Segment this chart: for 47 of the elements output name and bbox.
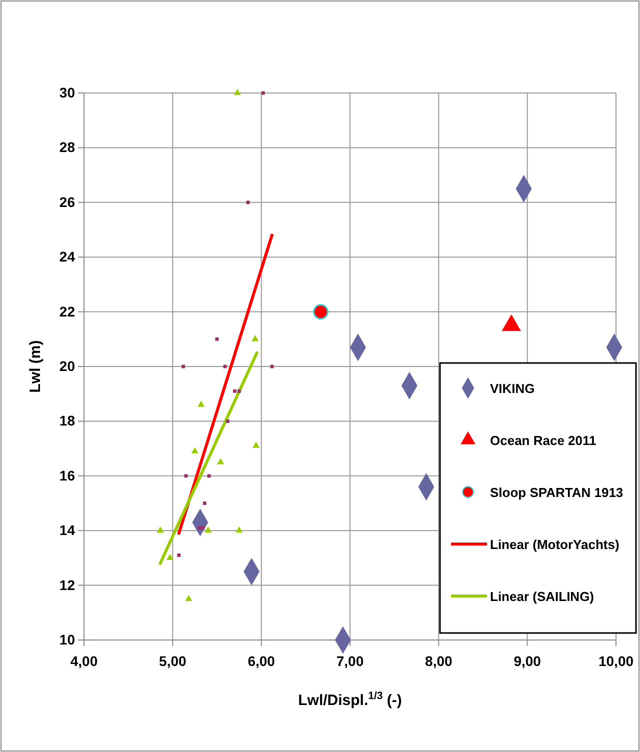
point xyxy=(207,474,211,478)
y-tick-label: 18 xyxy=(59,412,76,429)
x-tick-label: 6,00 xyxy=(248,652,276,669)
point xyxy=(202,502,206,505)
point xyxy=(201,526,205,530)
y-tick-label: 14 xyxy=(59,522,76,538)
legend-label: Linear (SAILING) xyxy=(490,589,594,604)
y-tick-label: 10 xyxy=(59,631,76,648)
y-tick-label: 16 xyxy=(59,467,76,484)
y-tick-label: 26 xyxy=(59,194,76,210)
point xyxy=(313,304,328,320)
y-tick-label: 12 xyxy=(59,576,76,593)
point xyxy=(198,526,201,530)
legend-label: Ocean Race 2011 xyxy=(490,433,596,448)
y-tick-label: 22 xyxy=(59,303,76,320)
point xyxy=(191,447,198,454)
x-axis-title: Lwl/Displ.$^{1/3}$ (-) xyxy=(298,690,402,709)
point xyxy=(237,389,241,393)
y-tick-label: 30 xyxy=(59,84,76,100)
legend-label: Sloop SPARTAN 1913 xyxy=(490,485,624,500)
y-tick-label: 24 xyxy=(59,248,76,265)
point xyxy=(233,389,236,393)
point xyxy=(204,526,212,533)
point xyxy=(226,419,230,423)
legend-label: Linear (MotorYachts) xyxy=(490,537,620,552)
y-tick-label: 20 xyxy=(59,358,76,374)
x-tick-label: 7,00 xyxy=(336,652,364,669)
y-axis-title: Lwl (m) xyxy=(27,340,44,393)
point xyxy=(185,594,192,602)
point xyxy=(166,554,174,560)
point xyxy=(216,458,224,464)
point xyxy=(156,526,164,533)
x-tick-label: 10,00 xyxy=(598,652,634,669)
x-tick-label: 4,00 xyxy=(70,652,98,669)
point xyxy=(197,400,205,407)
point xyxy=(177,553,181,557)
legend-label: VIKING xyxy=(490,381,535,396)
x-tick-label: 5,00 xyxy=(159,652,187,669)
point xyxy=(252,335,259,342)
point xyxy=(234,88,241,96)
point xyxy=(252,442,260,448)
point xyxy=(236,526,243,533)
x-tick-label: 8,00 xyxy=(425,652,453,669)
point xyxy=(246,200,250,204)
x-tick-label: 9,00 xyxy=(514,652,542,669)
y-tick-label: 28 xyxy=(59,139,76,156)
point xyxy=(184,474,188,478)
